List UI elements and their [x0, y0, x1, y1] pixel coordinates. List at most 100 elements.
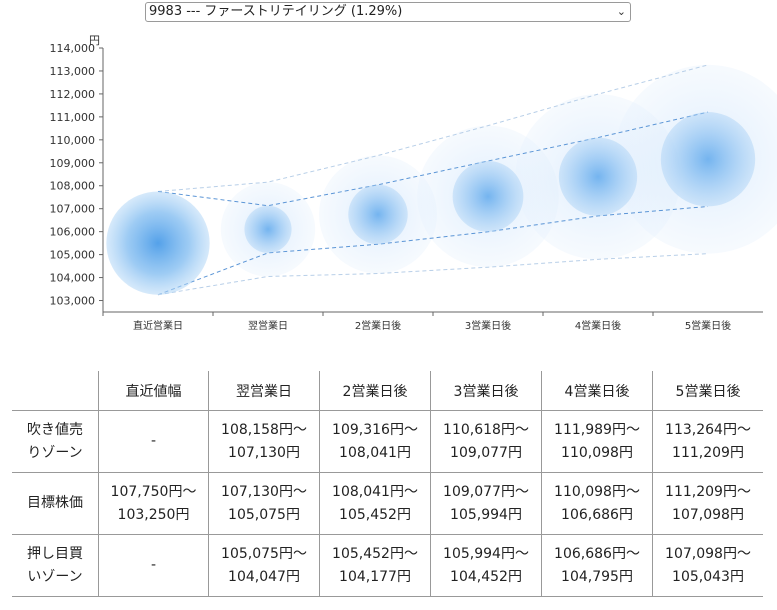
table-row: 吹き値売りゾーン - 108,158円〜 107,130円 109,316円〜 108,0… — [12, 410, 763, 473]
price-cell-line: 108,041円〜 — [332, 483, 418, 500]
price-cell: 109,316円〜 108,041円 — [319, 410, 431, 473]
target-bubble-inner — [244, 205, 292, 253]
header-cell: 4営業日後 — [541, 371, 653, 411]
price-cell-line: 107,098円 — [672, 506, 744, 523]
price-cell-line: 107,130円 — [228, 444, 300, 461]
price-cell: 110,618円〜 109,077円 — [430, 410, 542, 473]
price-cell: 107,098円〜 105,043円 — [652, 534, 763, 597]
y-tick-label: 106,000 — [50, 226, 96, 239]
price-cell-line: 111,989円〜 — [554, 421, 640, 438]
price-cell-line: 110,098円 — [561, 444, 633, 461]
price-cell-line: 104,047円 — [228, 568, 300, 585]
price-cell-line: 109,316円〜 — [332, 421, 418, 438]
band-line-lower — [157, 205, 709, 296]
price-cell-line: 103,250円 — [117, 506, 190, 523]
y-tick-label: 107,000 — [50, 203, 96, 216]
price-cell-line: 113,264円〜 — [665, 421, 751, 438]
y-tick-label: 110,000 — [50, 134, 96, 147]
header-corner — [12, 371, 99, 411]
band-line-mid — [157, 111, 709, 207]
y-tick-label: 114,000 — [50, 42, 96, 55]
price-cell: 106,686円〜 104,795円 — [541, 534, 653, 597]
price-cell-line: 107,130円〜 — [221, 483, 307, 500]
price-cell-line: 105,994円 — [450, 506, 522, 523]
price-cell-line: 105,994円〜 — [443, 545, 529, 562]
header-cell: 直近値幅 — [98, 371, 209, 411]
price-cell-line: 108,158円〜 — [221, 421, 307, 438]
row-label-line: 押し目買 — [27, 545, 83, 562]
target-bubble-inner — [660, 112, 756, 207]
price-cell: 111,209円〜 107,098円 — [652, 472, 763, 535]
price-cell-line: 105,075円 — [228, 506, 300, 523]
x-tick-label: 5営業日後 — [685, 319, 731, 332]
price-cell-line: 106,686円〜 — [554, 545, 640, 562]
price-range-bubble-chart: 円 103,000 104,000 105,000 106,000 107,000 108,… — [50, 34, 777, 332]
y-tick-label: 113,000 — [50, 65, 96, 78]
y-tick-label: 105,000 — [50, 249, 96, 262]
price-cell-line: 104,177円 — [339, 568, 411, 585]
chevron-down-icon: ⌄ — [616, 5, 626, 18]
price-cell-line: 111,209円 — [672, 444, 744, 461]
price-cell: - — [98, 410, 209, 473]
price-cell-line: 106,686円 — [561, 506, 633, 523]
price-cell: 107,750円〜 103,250円 — [98, 472, 209, 535]
price-cell-line: 107,098円〜 — [665, 545, 751, 562]
price-cell: 105,452円〜 104,177円 — [319, 534, 431, 597]
header-cell: 3営業日後 — [430, 371, 542, 411]
price-cell: 108,041円〜 105,452円 — [319, 472, 431, 535]
price-cell-line: 104,795円 — [561, 568, 633, 585]
price-cell-line: 105,043円 — [672, 568, 744, 585]
price-cell-line: 111,209円〜 — [665, 483, 751, 500]
price-cell: 109,077円〜 105,994円 — [430, 472, 542, 535]
y-tick-label: 111,000 — [50, 111, 96, 124]
x-tick-label: 翌営業日 — [248, 319, 288, 332]
price-cell: 108,158円〜 107,130円 — [208, 410, 320, 473]
header-cell: 5営業日後 — [652, 371, 763, 411]
y-tick-label: 103,000 — [50, 295, 96, 308]
row-label-line: りゾーン — [27, 444, 83, 461]
x-tick-label: 2営業日後 — [355, 319, 401, 332]
x-tick-label: 直近営業日 — [133, 319, 183, 332]
row-label: 吹き値売 りゾーン — [12, 410, 99, 473]
price-cell: 105,994円〜 104,452円 — [430, 534, 542, 597]
price-cell-line: 105,452円 — [339, 506, 411, 523]
price-cell-line: 107,750円〜 — [110, 483, 197, 500]
price-cell: 111,989円〜 110,098円 — [541, 410, 653, 473]
table-row: 押し目買いゾーン - 105,075円〜 104,047円 105,452円〜 104,1… — [12, 534, 763, 597]
price-cell-line: 108,041円 — [339, 444, 411, 461]
row-label: 目標株価 — [12, 472, 99, 535]
target-bubble-inner — [452, 161, 524, 232]
price-cell: 107,130円〜 105,075円 — [208, 472, 320, 535]
target-bubble-inner — [558, 137, 638, 216]
stock-select-value: 9983 --- ファーストリテイリング (1.29%) — [149, 4, 403, 19]
price-cell: 105,075円〜 104,047円 — [208, 534, 320, 597]
table-header-row: 直近値幅 翌営業日 2営業日後 3営業日後 4営業日後 5営業日後 — [12, 371, 763, 411]
price-cell-line: 109,077円〜 — [443, 483, 529, 500]
x-tick-label: 4営業日後 — [575, 319, 621, 332]
price-cell-line: - — [150, 557, 157, 573]
price-cell-line: 110,098円〜 — [554, 483, 640, 500]
price-cell: 110,098円〜 106,686円 — [541, 472, 653, 535]
y-axis-unit: 円 — [89, 34, 100, 47]
stock-select[interactable]: 9983 --- ファーストリテイリング (1.29%) ⌄ — [145, 2, 631, 22]
table-row: 目標株価 107,750円〜 103,250円 107,130円〜 105,075円 10… — [12, 472, 763, 535]
price-cell-line: 105,452円〜 — [332, 545, 418, 562]
y-tick-label: 108,000 — [50, 180, 96, 193]
price-cell: 113,264円〜 111,209円 — [652, 410, 763, 473]
y-tick-label: 104,000 — [50, 272, 96, 285]
row-label-line: 目標株価 — [27, 495, 83, 511]
price-cell-line: 105,075円〜 — [221, 545, 307, 562]
row-label-line: いゾーン — [27, 568, 83, 585]
price-cell-line: 104,452円 — [450, 568, 522, 585]
target-bubble-inner — [348, 184, 408, 245]
price-cell: - — [98, 534, 209, 597]
price-cell-line: 109,077円 — [450, 444, 522, 461]
row-label: 押し目買 いゾーン — [12, 534, 99, 597]
band-line-bottom — [157, 253, 709, 296]
band-line-upper — [157, 64, 709, 192]
y-tick-label: 109,000 — [50, 157, 96, 170]
price-cell-line: 110,618円〜 — [443, 421, 529, 438]
row-label-line: 吹き値売 — [27, 421, 83, 438]
x-tick-label: 3営業日後 — [465, 319, 511, 332]
latest-range-bubble — [106, 191, 210, 295]
